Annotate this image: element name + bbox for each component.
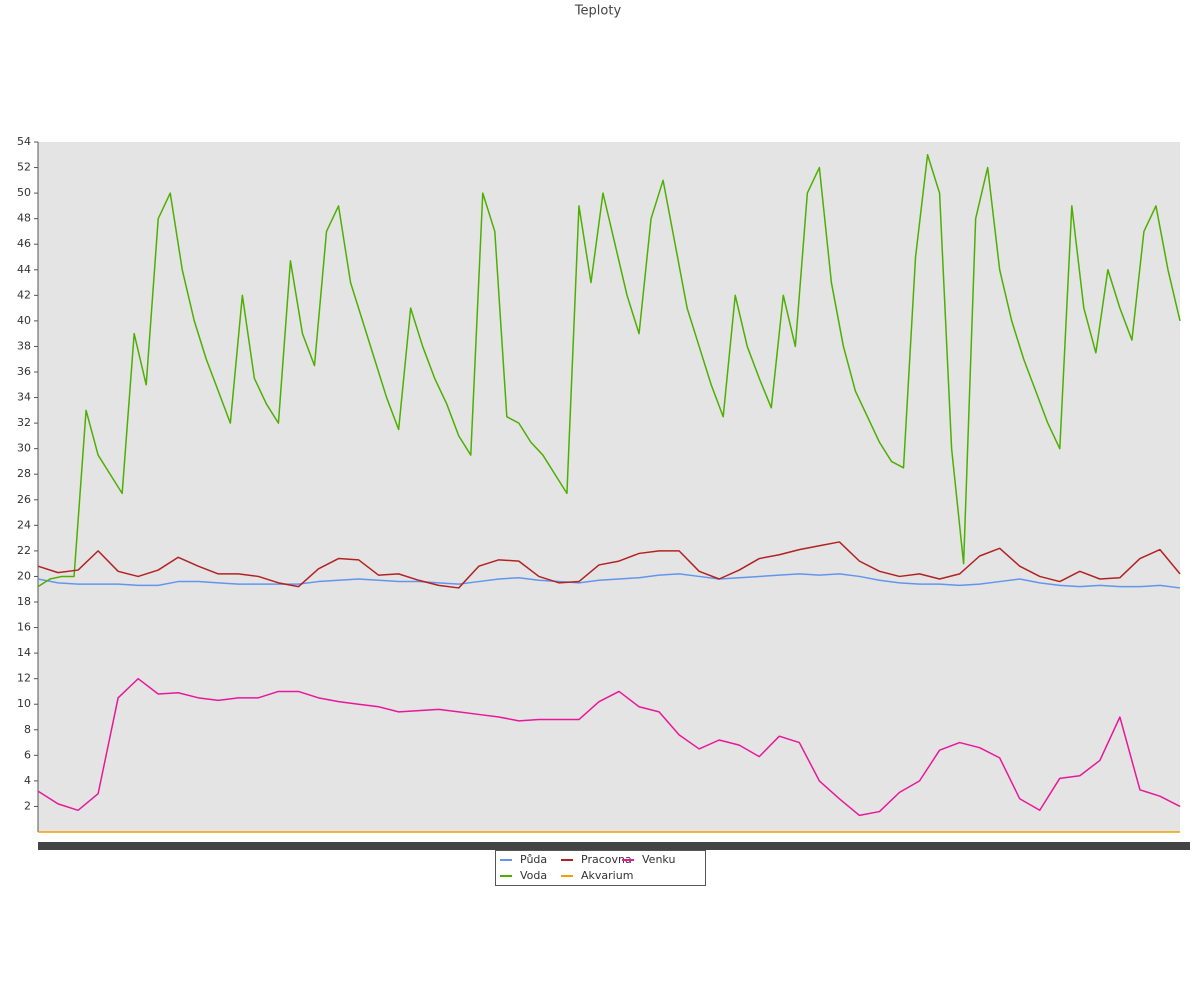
series-line [37, 154, 1181, 588]
y-tick-label: 26 [17, 493, 31, 506]
y-tick-label: 10 [17, 697, 31, 710]
legend [495, 850, 706, 886]
y-tick-label: 46 [17, 237, 31, 250]
y-tick-label: 32 [17, 416, 31, 429]
y-tick-label: 44 [17, 263, 31, 276]
x-axis-labels-band [38, 842, 1190, 850]
y-tick-label: 34 [17, 391, 31, 404]
y-tick-label: 54 [17, 135, 31, 148]
legend-label: Voda [520, 869, 547, 882]
y-tick-label: 24 [17, 518, 31, 531]
legend-entries: Půda Voda Pracovna Akvarium Venku [500, 853, 675, 882]
y-tick-label: 8 [24, 723, 31, 736]
y-tick-label: 28 [17, 467, 31, 480]
y-tick-label: 16 [17, 621, 31, 634]
legend-label: Půda [520, 853, 547, 866]
legend-label: Pracovna [581, 853, 632, 866]
y-tick-label: 12 [17, 672, 31, 685]
y-tick-label: 20 [17, 569, 31, 582]
y-tick-label: 40 [17, 314, 31, 327]
chart-title: Teploty [574, 4, 622, 19]
y-tick-label: 52 [17, 161, 31, 174]
y-tick-label: 18 [17, 595, 31, 608]
legend-label: Akvarium [581, 869, 633, 882]
y-tick-label: 36 [17, 365, 31, 378]
y-tick-label: 14 [17, 646, 31, 659]
y-tick-label: 50 [17, 186, 31, 199]
y-tick-label: 2 [24, 799, 31, 812]
y-tick-label: 6 [24, 748, 31, 761]
series-line [37, 573, 1181, 589]
y-tick-label: 30 [17, 442, 31, 455]
y-tick-label: 38 [17, 339, 31, 352]
series-line [37, 677, 1181, 817]
y-tick-label: 22 [17, 544, 31, 557]
legend-label: Venku [642, 853, 675, 866]
y-tick-label: 42 [17, 288, 31, 301]
y-tick-label: 4 [24, 774, 31, 787]
plot-area [38, 142, 1180, 832]
series-line [37, 541, 1181, 589]
y-tick-label: 48 [17, 212, 31, 225]
